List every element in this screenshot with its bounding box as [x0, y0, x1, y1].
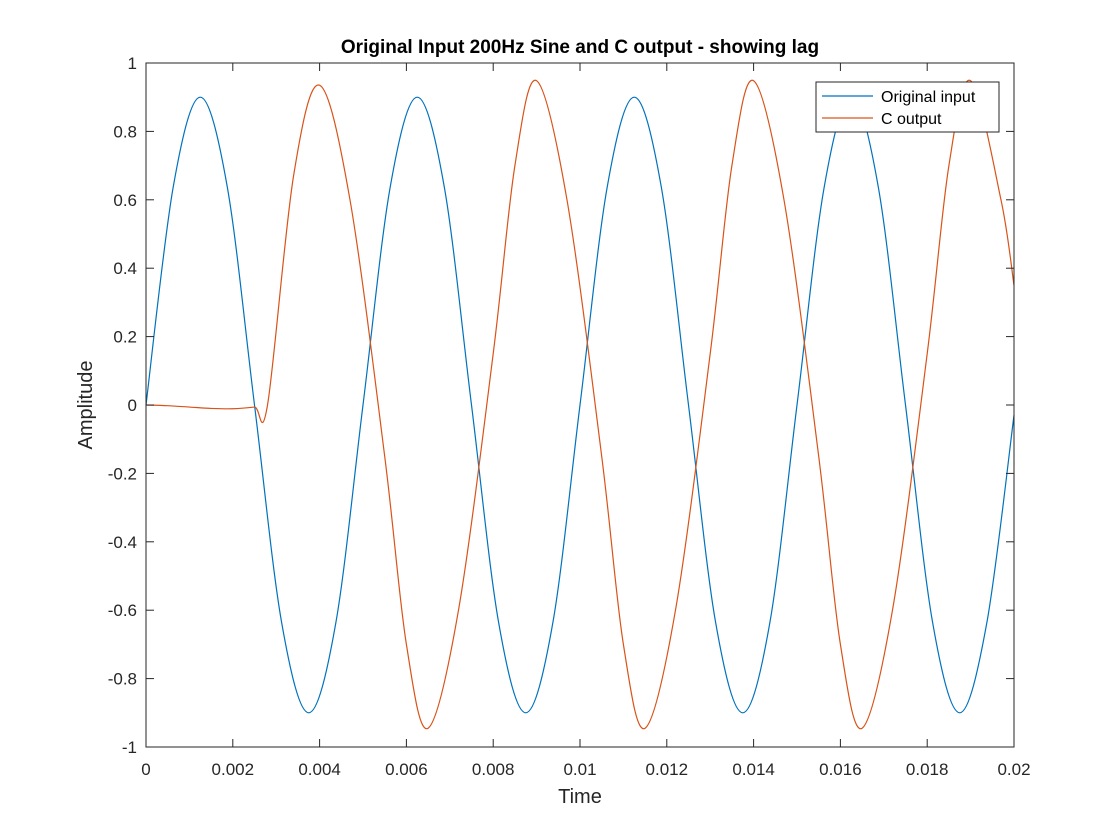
series-line-c-output: [145, 79, 1015, 730]
y-tick-label: 0.2: [113, 328, 137, 347]
x-tick-label: 0.02: [997, 760, 1030, 779]
y-tick-label: -1: [122, 738, 137, 757]
x-tick-label: 0.014: [732, 760, 775, 779]
y-axis-title: Amplitude: [75, 361, 97, 450]
series-layer: [145, 79, 1015, 730]
y-tick-label: -0.2: [108, 464, 137, 483]
x-tick-label: 0.004: [298, 760, 341, 779]
y-tick-label: 0.6: [113, 191, 137, 210]
x-tick-label: 0.002: [212, 760, 255, 779]
y-tick-label: -0.8: [108, 670, 137, 689]
x-tick-label: 0.012: [646, 760, 689, 779]
x-axis-title: Time: [558, 786, 602, 808]
y-tick-label: 1: [128, 54, 137, 73]
legend-label-c-output: C output: [881, 111, 942, 128]
legend-box: [815, 81, 1000, 133]
x-tick-label: 0.016: [819, 760, 862, 779]
y-tick-label: 0.4: [113, 259, 137, 278]
chart-title: Original Input 200Hz Sine and C output -…: [341, 37, 819, 58]
y-tick-label: 0.8: [113, 122, 137, 141]
y-tick-label: -0.4: [108, 533, 137, 552]
y-tick-label: -0.6: [108, 601, 137, 620]
x-tick-label: 0.008: [472, 760, 515, 779]
series-line-original-input: [145, 96, 1015, 714]
ticks-layer: 0 0.002 0.004 0.006 0.008 0.01 0.012 0.014 0.016…: [108, 54, 1031, 779]
x-tick-label: 0.01: [563, 760, 596, 779]
x-tick-label: 0: [141, 760, 150, 779]
x-tick-label: 0.006: [385, 760, 428, 779]
x-tick-label: 0.018: [906, 760, 949, 779]
legend-label-original-input: Original input: [881, 89, 976, 106]
legend[interactable]: Original input C output: [815, 81, 1000, 133]
y-tick-label: 0: [128, 396, 137, 415]
